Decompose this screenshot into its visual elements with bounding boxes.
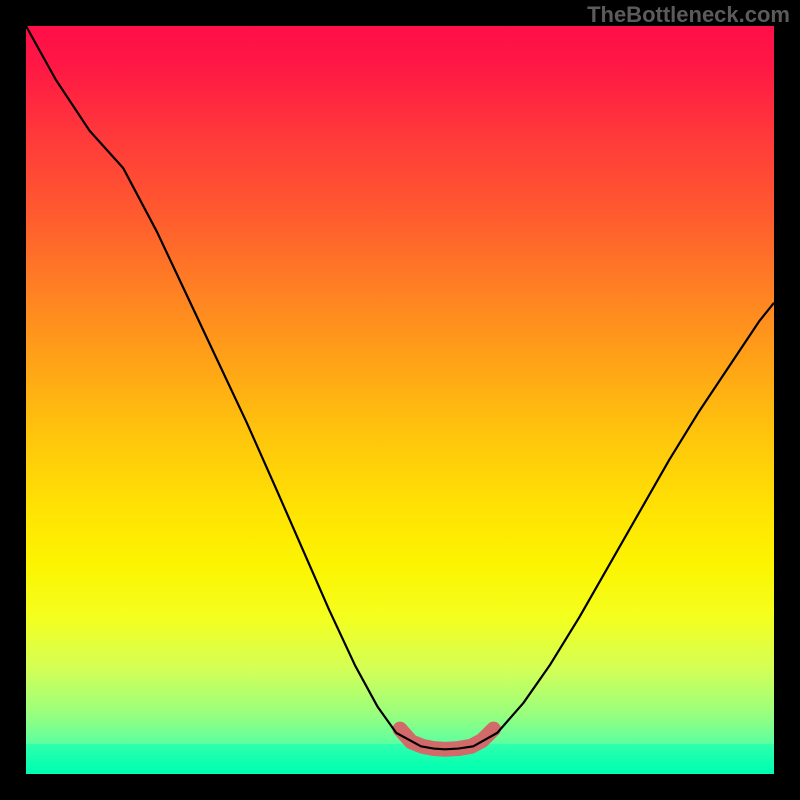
watermark-text: TheBottleneck.com <box>587 2 790 28</box>
bottleneck-chart <box>26 26 774 774</box>
chart-container: TheBottleneck.com <box>0 0 800 800</box>
plot-area <box>26 26 774 774</box>
